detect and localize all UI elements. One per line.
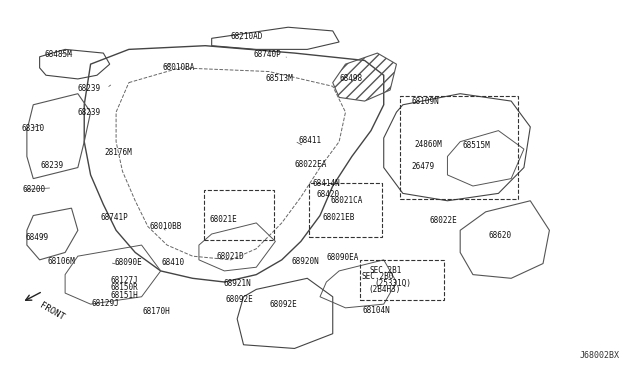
Text: 68200: 68200 — [22, 185, 45, 194]
Bar — [360, 260, 444, 301]
Text: SEC.2B0: SEC.2B0 — [362, 272, 394, 281]
Text: 68092E: 68092E — [226, 295, 253, 304]
Text: 68104N: 68104N — [363, 306, 390, 315]
Text: 68109N: 68109N — [412, 97, 440, 106]
Text: 68021CA: 68021CA — [330, 196, 363, 205]
Text: 68513M: 68513M — [266, 74, 294, 83]
Bar — [399, 96, 518, 199]
Text: 68129J: 68129J — [92, 299, 120, 308]
Text: 68022E: 68022E — [429, 216, 458, 225]
Text: 68741P: 68741P — [100, 213, 128, 222]
Text: FRONT: FRONT — [38, 301, 66, 322]
Text: 26479: 26479 — [411, 161, 435, 170]
Text: (25331Q): (25331Q) — [374, 279, 411, 288]
Text: 68010BA: 68010BA — [163, 63, 195, 72]
Text: 68021EB: 68021EB — [323, 212, 355, 221]
Text: 68150R: 68150R — [111, 283, 139, 292]
Text: (2B4H3): (2B4H3) — [369, 285, 401, 294]
Text: 68021D: 68021D — [216, 252, 244, 262]
Text: SEC.2B1: SEC.2B1 — [370, 266, 402, 275]
Text: 68210AD: 68210AD — [231, 32, 263, 41]
Bar — [309, 183, 383, 237]
Text: 68420: 68420 — [317, 190, 340, 199]
Text: J68002BX: J68002BX — [579, 350, 620, 359]
Text: 68499: 68499 — [26, 233, 49, 242]
Text: 68090E: 68090E — [115, 258, 143, 267]
Text: 68411: 68411 — [298, 137, 321, 145]
Text: 68921N: 68921N — [223, 279, 251, 288]
Text: 68092E: 68092E — [269, 300, 297, 310]
Text: 28176M: 28176M — [104, 148, 132, 157]
Text: 68515M: 68515M — [463, 141, 490, 150]
Bar — [204, 190, 274, 240]
Text: 68498: 68498 — [339, 74, 362, 83]
Text: 68620: 68620 — [489, 231, 512, 240]
Text: 68127J: 68127J — [111, 276, 139, 285]
Text: 68920N: 68920N — [291, 257, 319, 266]
Text: 68106M: 68106M — [47, 257, 75, 266]
Text: 68310: 68310 — [22, 124, 45, 133]
Text: 68239: 68239 — [78, 84, 101, 93]
Text: 24860M: 24860M — [414, 140, 442, 149]
Text: 68022EA: 68022EA — [294, 160, 327, 169]
Text: 68410: 68410 — [162, 258, 185, 267]
Text: 68485M: 68485M — [45, 51, 72, 60]
Text: 68414N: 68414N — [313, 179, 340, 187]
Text: 68170H: 68170H — [143, 307, 171, 316]
Text: 68239: 68239 — [41, 161, 64, 170]
Text: 68239: 68239 — [78, 108, 101, 117]
Text: 68021E: 68021E — [210, 215, 237, 224]
Text: 68010BB: 68010BB — [149, 222, 182, 231]
Text: 68090EA: 68090EA — [326, 253, 359, 263]
Text: 68740P: 68740P — [253, 51, 281, 60]
Text: 68151H: 68151H — [111, 291, 139, 300]
